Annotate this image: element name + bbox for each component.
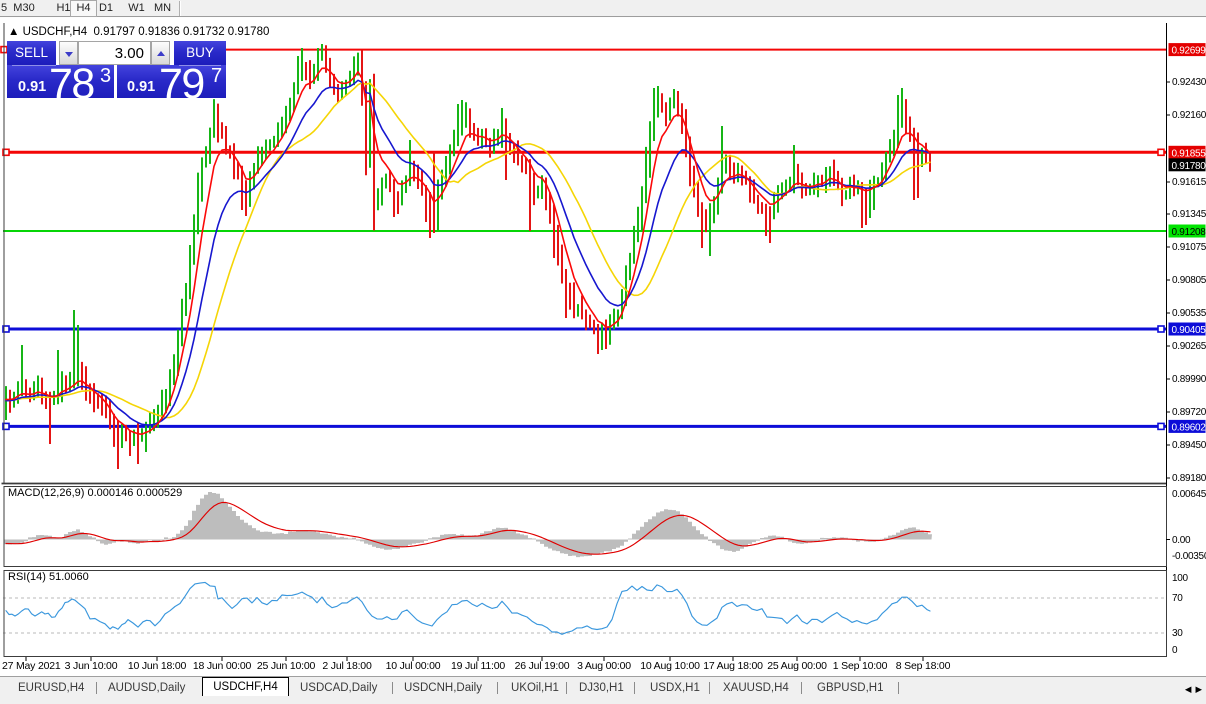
svg-text:0.89720: 0.89720 [1172,407,1206,418]
svg-text:0.92160: 0.92160 [1172,110,1206,121]
svg-text:0.90265: 0.90265 [1172,341,1206,352]
svg-text:0.89602: 0.89602 [1172,422,1206,433]
svg-text:0.89990: 0.89990 [1172,374,1206,385]
svg-text:27 May 2021: 27 May 2021 [2,660,61,672]
svg-text:RSI(14) 51.0060: RSI(14) 51.0060 [8,571,89,583]
svg-text:0.91615: 0.91615 [1172,177,1206,188]
svg-text:0: 0 [1172,645,1178,656]
svg-text:3 Jun 10:00: 3 Jun 10:00 [65,660,118,672]
svg-text:0.89180: 0.89180 [1172,473,1206,484]
svg-text:0.92699: 0.92699 [1172,46,1206,57]
svg-text:26 Jul 19:00: 26 Jul 19:00 [515,660,570,672]
svg-text:10 Jun 18:00: 10 Jun 18:00 [128,660,187,672]
svg-text:0.92430: 0.92430 [1172,77,1206,88]
svg-text:1 Sep 10:00: 1 Sep 10:00 [833,660,888,672]
svg-text:0.91345: 0.91345 [1172,209,1206,220]
svg-text:0.90805: 0.90805 [1172,275,1206,286]
svg-text:MACD(12,26,9) 0.000146 0.00052: MACD(12,26,9) 0.000146 0.000529 [8,487,182,499]
svg-text:2 Jul 18:00: 2 Jul 18:00 [322,660,372,672]
svg-text:70: 70 [1172,593,1183,604]
svg-text:0.91855: 0.91855 [1172,148,1206,159]
svg-text:8 Sep 18:00: 8 Sep 18:00 [896,660,951,672]
svg-text:0.91075: 0.91075 [1172,242,1206,253]
svg-text:0.006451: 0.006451 [1172,489,1206,500]
svg-text:100: 100 [1172,573,1189,584]
svg-text:25 Jun 10:00: 25 Jun 10:00 [257,660,316,672]
svg-text:10 Aug 10:00: 10 Aug 10:00 [640,660,700,672]
svg-text:25 Aug 00:00: 25 Aug 00:00 [767,660,827,672]
svg-text:3 Aug 00:00: 3 Aug 00:00 [577,660,631,672]
svg-text:0.90405: 0.90405 [1172,325,1206,336]
svg-text:19 Jul 11:00: 19 Jul 11:00 [451,660,505,672]
svg-text:0.91208: 0.91208 [1172,227,1206,238]
svg-text:17 Aug 18:00: 17 Aug 18:00 [703,660,763,672]
svg-text:0.89450: 0.89450 [1172,440,1206,451]
svg-text:-0.00350: -0.00350 [1172,551,1206,562]
svg-text:18 Jun 00:00: 18 Jun 00:00 [193,660,252,672]
svg-text:0.91780: 0.91780 [1172,161,1206,172]
svg-text:0.90535: 0.90535 [1172,308,1206,319]
svg-text:30: 30 [1172,628,1183,639]
svg-text:10 Jul 00:00: 10 Jul 00:00 [386,660,441,672]
svg-text:0.00: 0.00 [1172,535,1191,546]
